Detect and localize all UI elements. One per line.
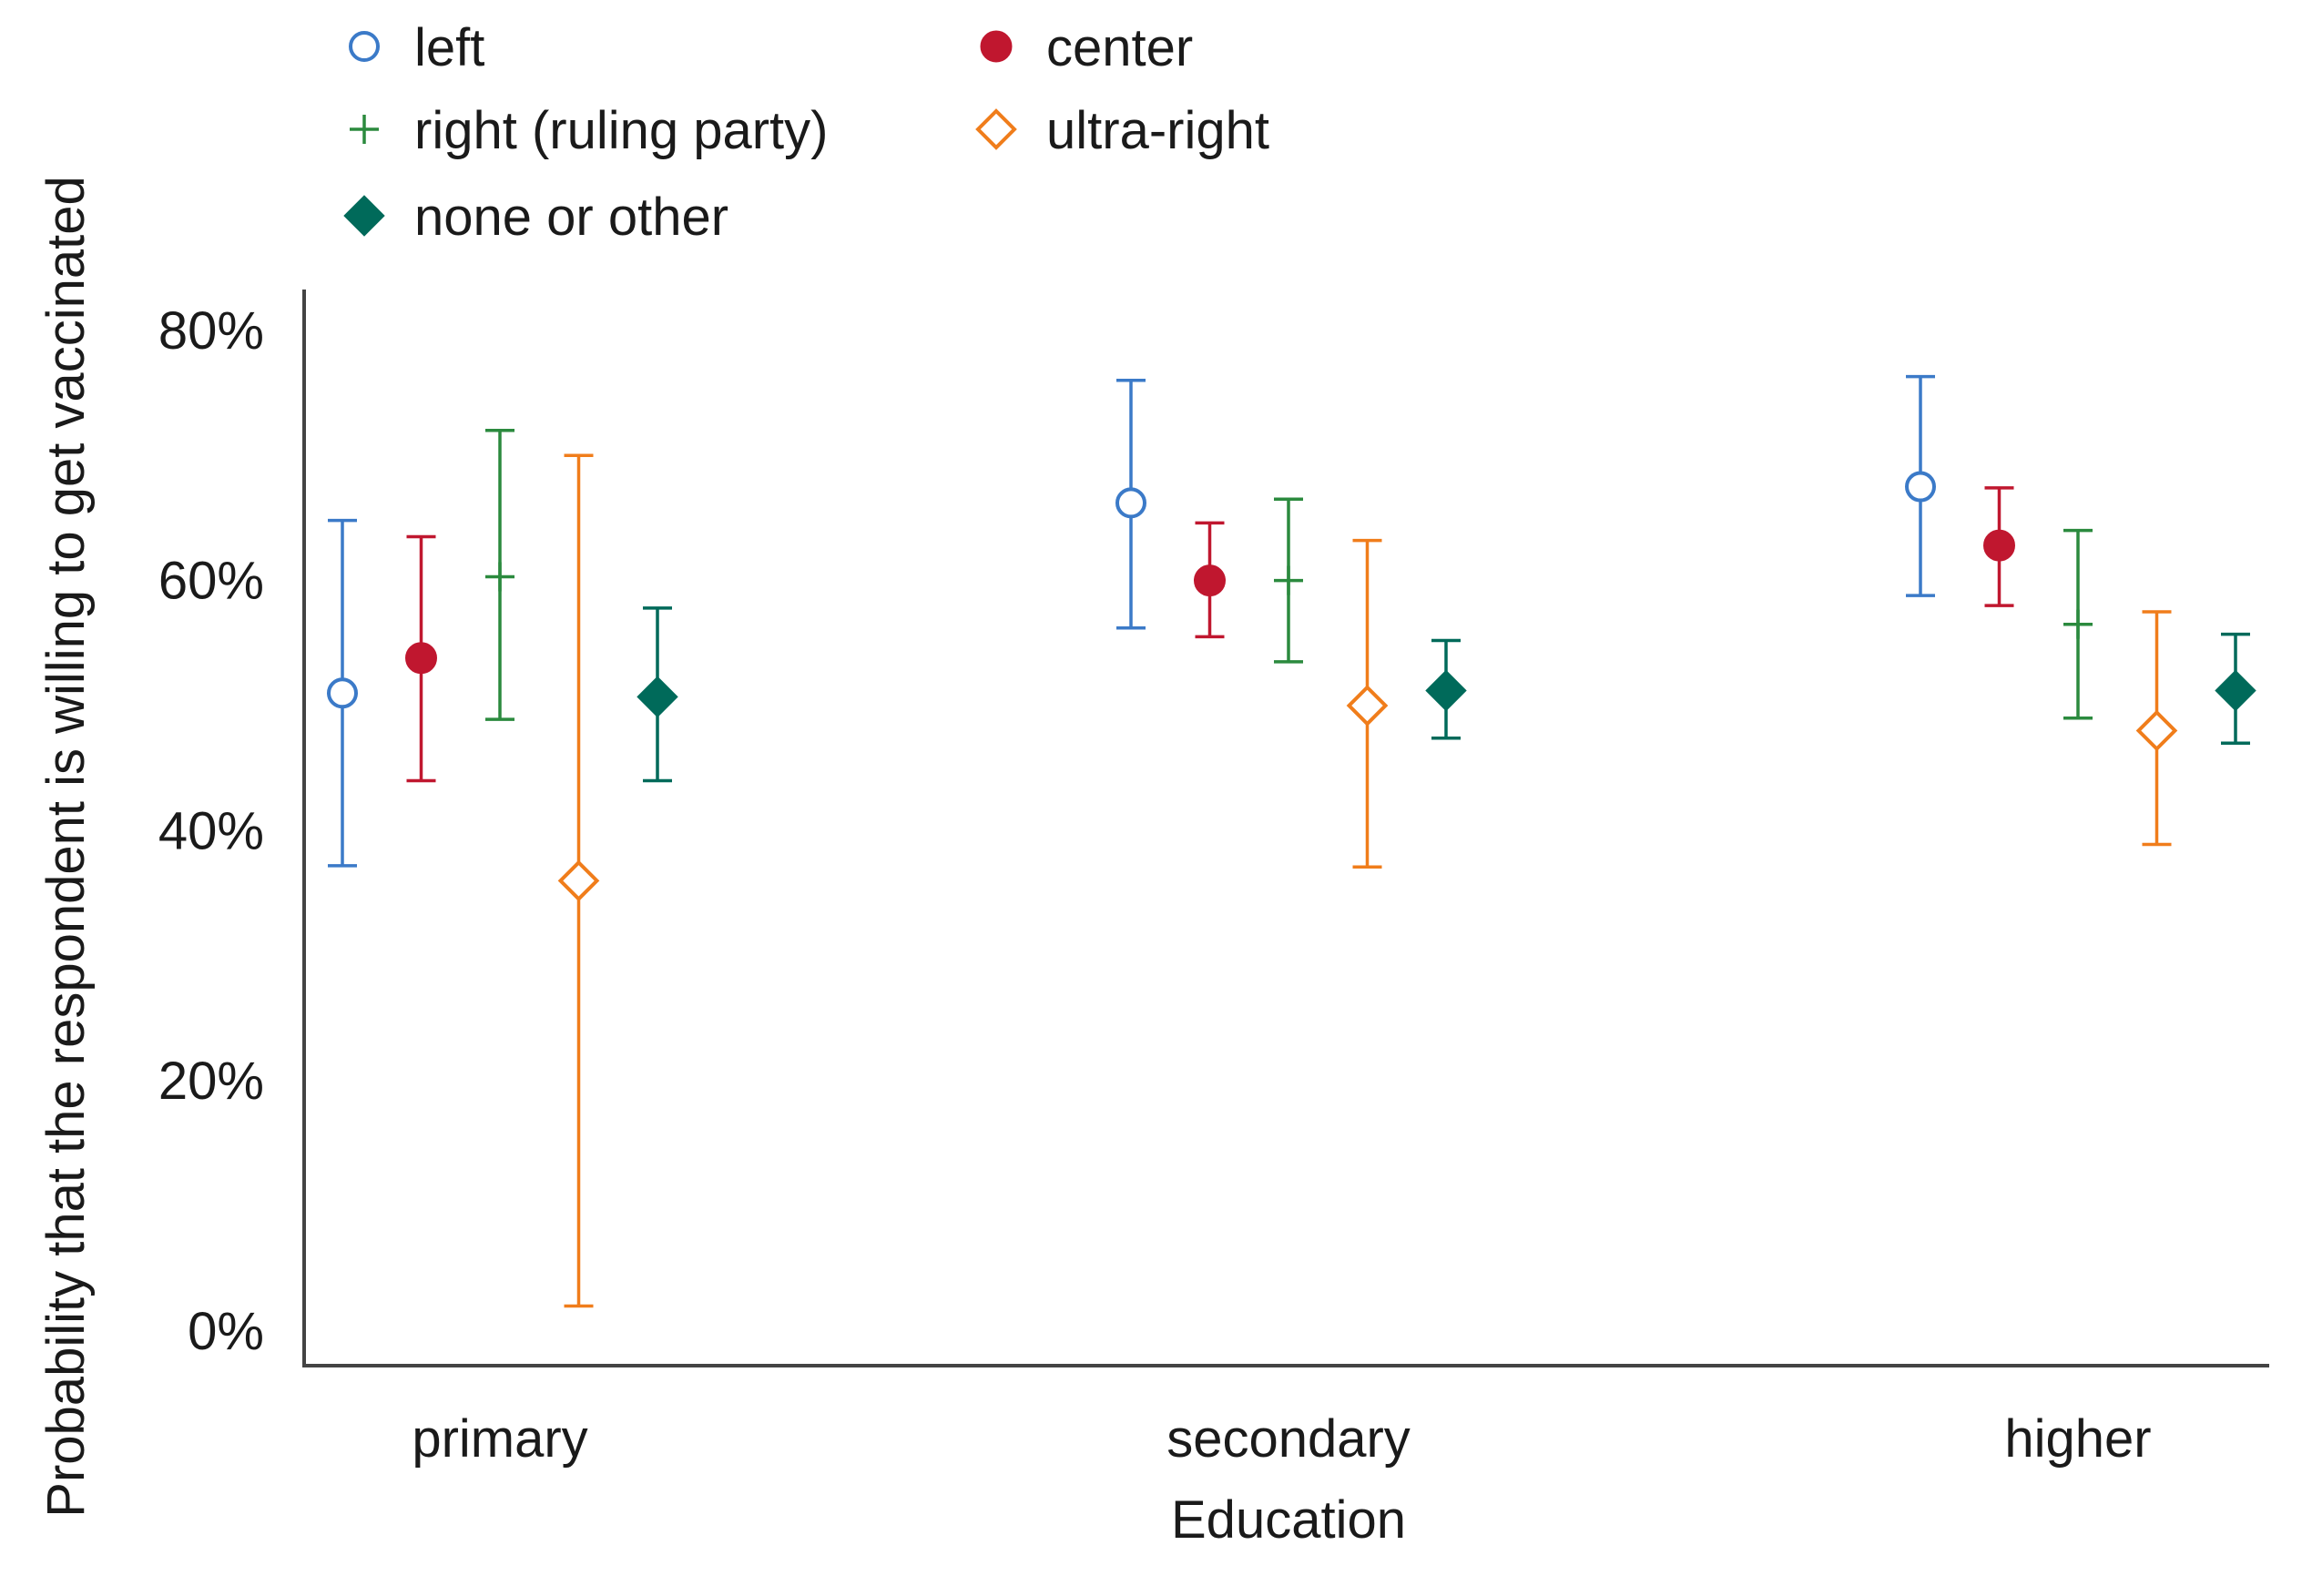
y-tick-label: 0% (188, 1302, 264, 1361)
x-category-label-primary: primary (412, 1409, 587, 1469)
legend-marker-right (350, 115, 379, 144)
data-point (1983, 529, 2015, 562)
data-point (1346, 685, 1389, 727)
series-ultra-right (557, 453, 2178, 1308)
legend-item-ultra-right: ultra-right (975, 101, 1269, 160)
data-point (1274, 565, 1303, 595)
legend-label-none-or-other: none or other (414, 188, 728, 247)
data-point (485, 562, 514, 592)
legend-item-right: right (ruling party) (350, 101, 828, 160)
series-left (327, 374, 1936, 868)
data-point (2215, 669, 2256, 712)
legend-label-right: right (ruling party) (414, 101, 828, 160)
x-axis-title: Education (1171, 1490, 1406, 1550)
x-category-labels: primary secondary higher (412, 1409, 2151, 1469)
data-point (637, 676, 678, 718)
series-right-ruling-party- (485, 428, 2093, 721)
y-axis-title: Probability that the respondent is willi… (36, 176, 96, 1517)
legend-symbol-plus (350, 115, 379, 144)
y-tick-label: 20% (158, 1052, 264, 1111)
legend-marker-none-or-other (343, 195, 385, 237)
legend-label-ultra-right: ultra-right (1046, 101, 1269, 160)
y-tick-labels: 0% 20% 40% 60% 80% (158, 301, 264, 1361)
y-tick-label: 40% (158, 801, 264, 860)
data-point (2063, 609, 2093, 639)
data-point (1194, 564, 1226, 597)
data-point (1115, 487, 1146, 519)
legend-item-none-or-other: none or other (343, 188, 728, 247)
data-point (557, 859, 600, 902)
data-point (2135, 709, 2178, 752)
data-point (405, 642, 437, 675)
legend-marker-ultra-right (975, 108, 1017, 150)
legend-symbol-open-circle (349, 31, 380, 62)
legend-item-center: center (980, 18, 1193, 77)
legend: left right (ruling party) none or other … (343, 18, 1269, 247)
legend-symbol-open-diamond (975, 108, 1017, 150)
legend-item-left: left (349, 18, 484, 77)
legend-marker-center (980, 30, 1013, 63)
data-point (1905, 471, 1936, 503)
data-point (327, 677, 358, 709)
legend-label-center: center (1046, 18, 1193, 77)
series-center (405, 486, 2015, 783)
x-category-label-higher: higher (2004, 1409, 2151, 1469)
data-point (1425, 669, 1467, 712)
legend-symbol-filled-diamond (343, 195, 385, 237)
y-tick-label: 80% (158, 301, 264, 361)
series-none-or-other (637, 606, 2256, 783)
x-category-label-secondary: secondary (1166, 1409, 1411, 1469)
legend-label-left: left (414, 18, 484, 77)
data-marks (327, 374, 2256, 1308)
legend-symbol-filled-circle (980, 30, 1013, 63)
legend-marker-left (349, 31, 380, 62)
y-tick-label: 60% (158, 552, 264, 611)
